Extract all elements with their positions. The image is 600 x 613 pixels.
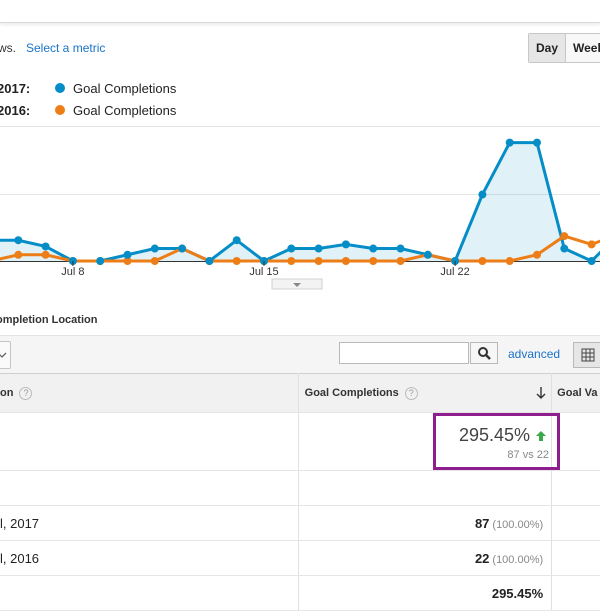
goal-value-header[interactable]: Goal Va (557, 387, 598, 399)
legend-year: 2017: (0, 80, 31, 96)
sort-down-arrow-icon (536, 387, 546, 399)
series-2017-point[interactable] (423, 250, 432, 259)
series-2016-point[interactable] (14, 250, 23, 259)
series-2016-point[interactable] (341, 257, 350, 265)
table-row (0, 470, 600, 506)
row-value: 22 (474, 550, 490, 566)
series-2017-point[interactable] (478, 190, 487, 199)
series-2017-point[interactable] (314, 244, 323, 253)
search-button[interactable] (470, 342, 498, 364)
series-2016-point[interactable] (314, 257, 323, 265)
granularity-buttons: Day Week (528, 33, 600, 63)
row-value (298, 470, 553, 506)
metric-prefix-text: ws. (0, 41, 16, 55)
highlighted-summary-cell: 295.45% 87 vs 22 (433, 413, 560, 470)
series-2017-point[interactable] (123, 250, 132, 259)
grid-icon (581, 348, 595, 362)
legend-2017: 2017: Goal Completions (0, 79, 176, 97)
chevron-down-icon (0, 352, 7, 358)
summary-percent-value: 295.45% (458, 425, 530, 445)
series-2017-point[interactable] (533, 138, 541, 147)
search-input[interactable] (339, 342, 469, 364)
goal-completions-header[interactable]: Goal Completions (304, 386, 399, 399)
summary-percent: 295.45% (459, 425, 547, 446)
series-2017-point[interactable] (287, 244, 296, 253)
series-2016-point[interactable] (396, 257, 405, 265)
series-2016-line (0, 234, 600, 263)
table-toolbar (0, 335, 600, 374)
series-2016-point[interactable] (41, 250, 50, 259)
top-panel-edge (0, 0, 600, 23)
table-row: l, 2016 22 (100.00%) (0, 540, 600, 576)
table-header-row: on? Goal Completions? Goal Va (0, 373, 600, 413)
select-metric-link[interactable]: Select a metric (26, 41, 106, 55)
series-2017-point[interactable] (205, 257, 214, 265)
series-2016-point[interactable] (533, 250, 541, 259)
dimension-select[interactable] (0, 341, 11, 369)
series-2016-point[interactable] (560, 232, 569, 241)
week-button[interactable]: Week (566, 34, 600, 62)
series-2017-point[interactable] (150, 244, 159, 253)
legend-2016: 2016: Goal Completions (0, 101, 176, 119)
table-view-button[interactable] (573, 342, 600, 368)
series-2017-point[interactable] (505, 138, 514, 147)
row-value: 87 (474, 515, 490, 531)
series-2017-point[interactable] (178, 244, 187, 253)
series-2016-point[interactable] (587, 240, 596, 249)
series-2016-point[interactable] (123, 257, 132, 265)
series-2017-point[interactable] (96, 257, 105, 265)
row-percent: (100.00%) (492, 518, 544, 531)
x-tick-label: Jul 22 (440, 266, 469, 278)
legend-year: 2016: (0, 102, 31, 118)
series-2016-point[interactable] (505, 257, 514, 265)
legend-label: Goal Completions (73, 80, 177, 96)
line-chart: Jul 8 Jul 15 Jul 22 (0, 126, 600, 290)
series-2017-point[interactable] (232, 236, 241, 245)
tab-completion-location[interactable]: ompletion Location (0, 314, 98, 326)
series-2017-point[interactable] (369, 244, 378, 253)
series-2017-point[interactable] (41, 242, 50, 251)
row-label (0, 470, 299, 506)
row-value: 295.45% (491, 585, 544, 601)
series-2017-area (0, 142, 600, 261)
series-2016-point[interactable] (478, 257, 487, 265)
series-2017-point[interactable] (341, 240, 350, 249)
summary-compare: 87 vs 22 (507, 449, 549, 461)
day-button[interactable]: Day (529, 34, 567, 62)
search-icon (478, 347, 491, 360)
series-2016-point[interactable] (150, 257, 159, 265)
series-2016-point[interactable] (232, 257, 241, 265)
up-arrow-icon (536, 430, 546, 441)
resize-arrow-icon (293, 283, 301, 287)
row-percent: (100.00%) (492, 553, 544, 566)
row-label (0, 575, 299, 611)
series-2017-point[interactable] (587, 257, 596, 265)
advanced-link[interactable]: advanced (508, 347, 561, 361)
series-2017-point[interactable] (14, 236, 23, 245)
series-2017-point[interactable] (396, 244, 405, 253)
series-2016-point[interactable] (369, 257, 378, 265)
series-dot-icon (55, 105, 65, 115)
help-icon[interactable]: ? (404, 386, 418, 400)
row-label: l, 2017 (0, 505, 299, 541)
help-icon[interactable]: ? (19, 386, 33, 400)
table-row: 295.45% (0, 575, 600, 611)
series-dot-icon (55, 83, 65, 93)
row-label: l, 2016 (0, 540, 299, 576)
table-row: l, 2017 87 (100.00%) (0, 505, 600, 541)
data-table: on? Goal Completions? Goal Va l, 2017 87… (0, 373, 600, 611)
x-tick-label: Jul 8 (61, 266, 84, 278)
legend-label: Goal Completions (73, 102, 177, 118)
series-2016-point[interactable] (287, 257, 296, 265)
series-2017-point[interactable] (560, 244, 569, 253)
x-tick-label: Jul 15 (249, 266, 278, 278)
dimension-header[interactable]: on (0, 386, 14, 399)
